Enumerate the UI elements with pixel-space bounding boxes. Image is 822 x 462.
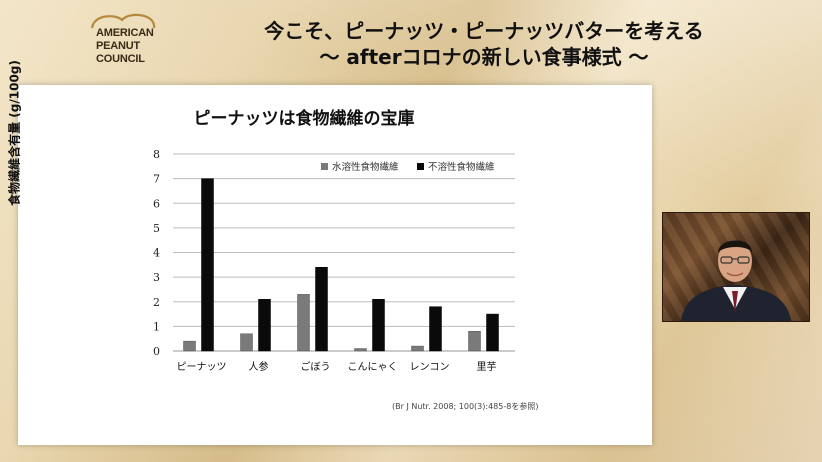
x-tick-label: ピーナッツ xyxy=(177,361,227,373)
x-tick-label: 人参 xyxy=(249,360,269,373)
bar-soluble-fiber xyxy=(297,294,310,352)
y-axis-label: 食物繊維含有量 (g/100g) xyxy=(7,60,22,206)
fiber-bar-chart: ピーナッツは食物繊維の宝庫 0 1 2 3 4 5 6 7 8 ピーナッツ 人参 ごぼう こんにゃく レンコ… xyxy=(153,108,515,373)
source-citation: (Br J Nutr. 2008; 100(3):485-8を参照) xyxy=(392,402,539,411)
x-tick-label: こんにゃく xyxy=(348,361,398,373)
logo-line: COUNCIL xyxy=(96,53,145,65)
bar-soluble-fiber xyxy=(354,348,367,352)
y-tick-label: 0 xyxy=(153,345,160,358)
bar-insoluble-fiber xyxy=(429,306,442,352)
y-tick-label: 6 xyxy=(153,197,160,210)
y-tick-label: 5 xyxy=(153,222,160,235)
peanut-outline-icon xyxy=(90,13,156,29)
legend-label: 水溶性食物繊維 xyxy=(332,161,399,173)
y-tick-label: 7 xyxy=(153,173,160,186)
bar-insoluble-fiber xyxy=(258,299,271,352)
presenter-figure xyxy=(681,240,791,321)
american-peanut-council-logo: AMERICAN PEANUT COUNCIL xyxy=(82,12,160,76)
logo-line: AMERICAN xyxy=(96,27,154,39)
y-tick-label: 4 xyxy=(153,247,160,260)
presentation-slide: ピーナッツは食物繊維の宝庫 0 1 2 3 4 5 6 7 8 ピーナッツ 人参 ごぼう こんにゃく レンコ… xyxy=(8,60,652,445)
y-tick-label: 2 xyxy=(153,296,160,309)
bar-insoluble-fiber xyxy=(372,299,385,352)
logo-line: PEANUT xyxy=(96,40,141,52)
y-tick-label: 3 xyxy=(153,271,160,284)
bar-soluble-fiber xyxy=(240,333,253,352)
logo-text: AMERICAN PEANUT COUNCIL xyxy=(96,27,160,66)
y-tick-label: 8 xyxy=(153,148,160,161)
bar-insoluble-fiber xyxy=(486,313,499,352)
presenter-video xyxy=(662,212,810,322)
legend-swatch xyxy=(321,163,328,170)
bar-insoluble-fiber xyxy=(201,178,214,352)
bar-soluble-fiber xyxy=(411,345,424,352)
legend-label: 不溶性食物繊維 xyxy=(428,161,495,173)
legend-swatch xyxy=(417,163,424,170)
bar-insoluble-fiber xyxy=(315,267,328,352)
x-tick-label: ごぼう xyxy=(301,360,331,373)
headline-line-1: 今こそ、ピーナッツ・ピーナッツバターを考える xyxy=(264,19,704,43)
y-tick-label: 1 xyxy=(153,320,160,333)
x-tick-label: 里芋 xyxy=(477,361,497,373)
video-headline: 今こそ、ピーナッツ・ピーナッツバターを考える 〜 afterコロナの新しい食事様… xyxy=(224,18,744,70)
chart-title: ピーナッツは食物繊維の宝庫 xyxy=(194,108,415,129)
headline-line-2: 〜 afterコロナの新しい食事様式 〜 xyxy=(319,45,649,69)
bar-soluble-fiber xyxy=(183,340,196,352)
x-tick-label: レンコン xyxy=(410,362,450,373)
bar-soluble-fiber xyxy=(468,331,481,352)
